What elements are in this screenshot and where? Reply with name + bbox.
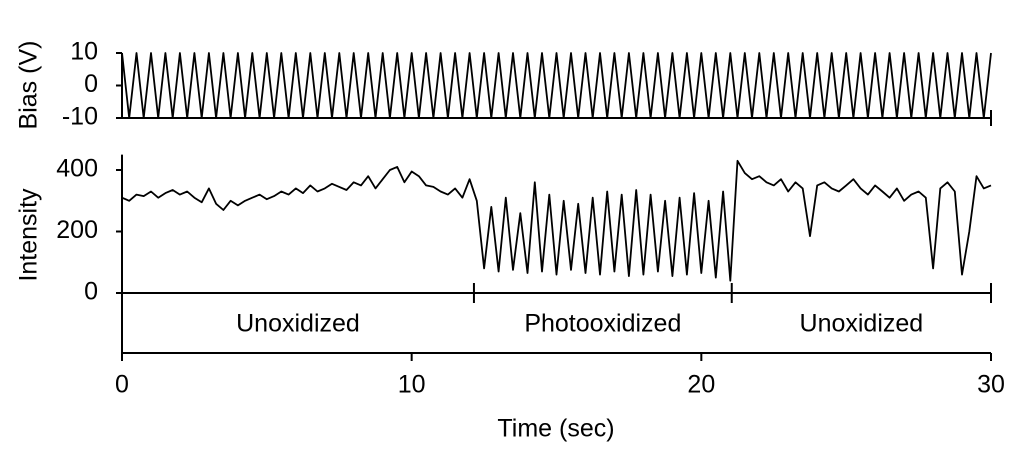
y-axis-label: Bias (V) bbox=[15, 41, 43, 130]
region-label: Unoxidized bbox=[236, 310, 360, 338]
y-axis-label: Intensity bbox=[15, 188, 43, 282]
y-tick-label: 10 bbox=[70, 38, 98, 66]
region-label: Unoxidized bbox=[800, 310, 924, 338]
x-tick-label: 20 bbox=[687, 371, 715, 399]
x-tick-label: 30 bbox=[977, 371, 1005, 399]
y-tick-label: 200 bbox=[56, 216, 98, 244]
trace bbox=[121, 159, 992, 282]
y-tick-label: -10 bbox=[62, 103, 98, 131]
region-label: Photooxidized bbox=[524, 310, 681, 338]
y-tick-label: 0 bbox=[84, 278, 98, 306]
y-tick-label: 400 bbox=[56, 155, 98, 183]
x-tick-label: 10 bbox=[398, 371, 426, 399]
x-tick-label: 0 bbox=[115, 371, 129, 399]
y-tick-label: 0 bbox=[84, 70, 98, 98]
x-axis-label: Time (sec) bbox=[497, 415, 614, 443]
trace bbox=[121, 52, 992, 119]
